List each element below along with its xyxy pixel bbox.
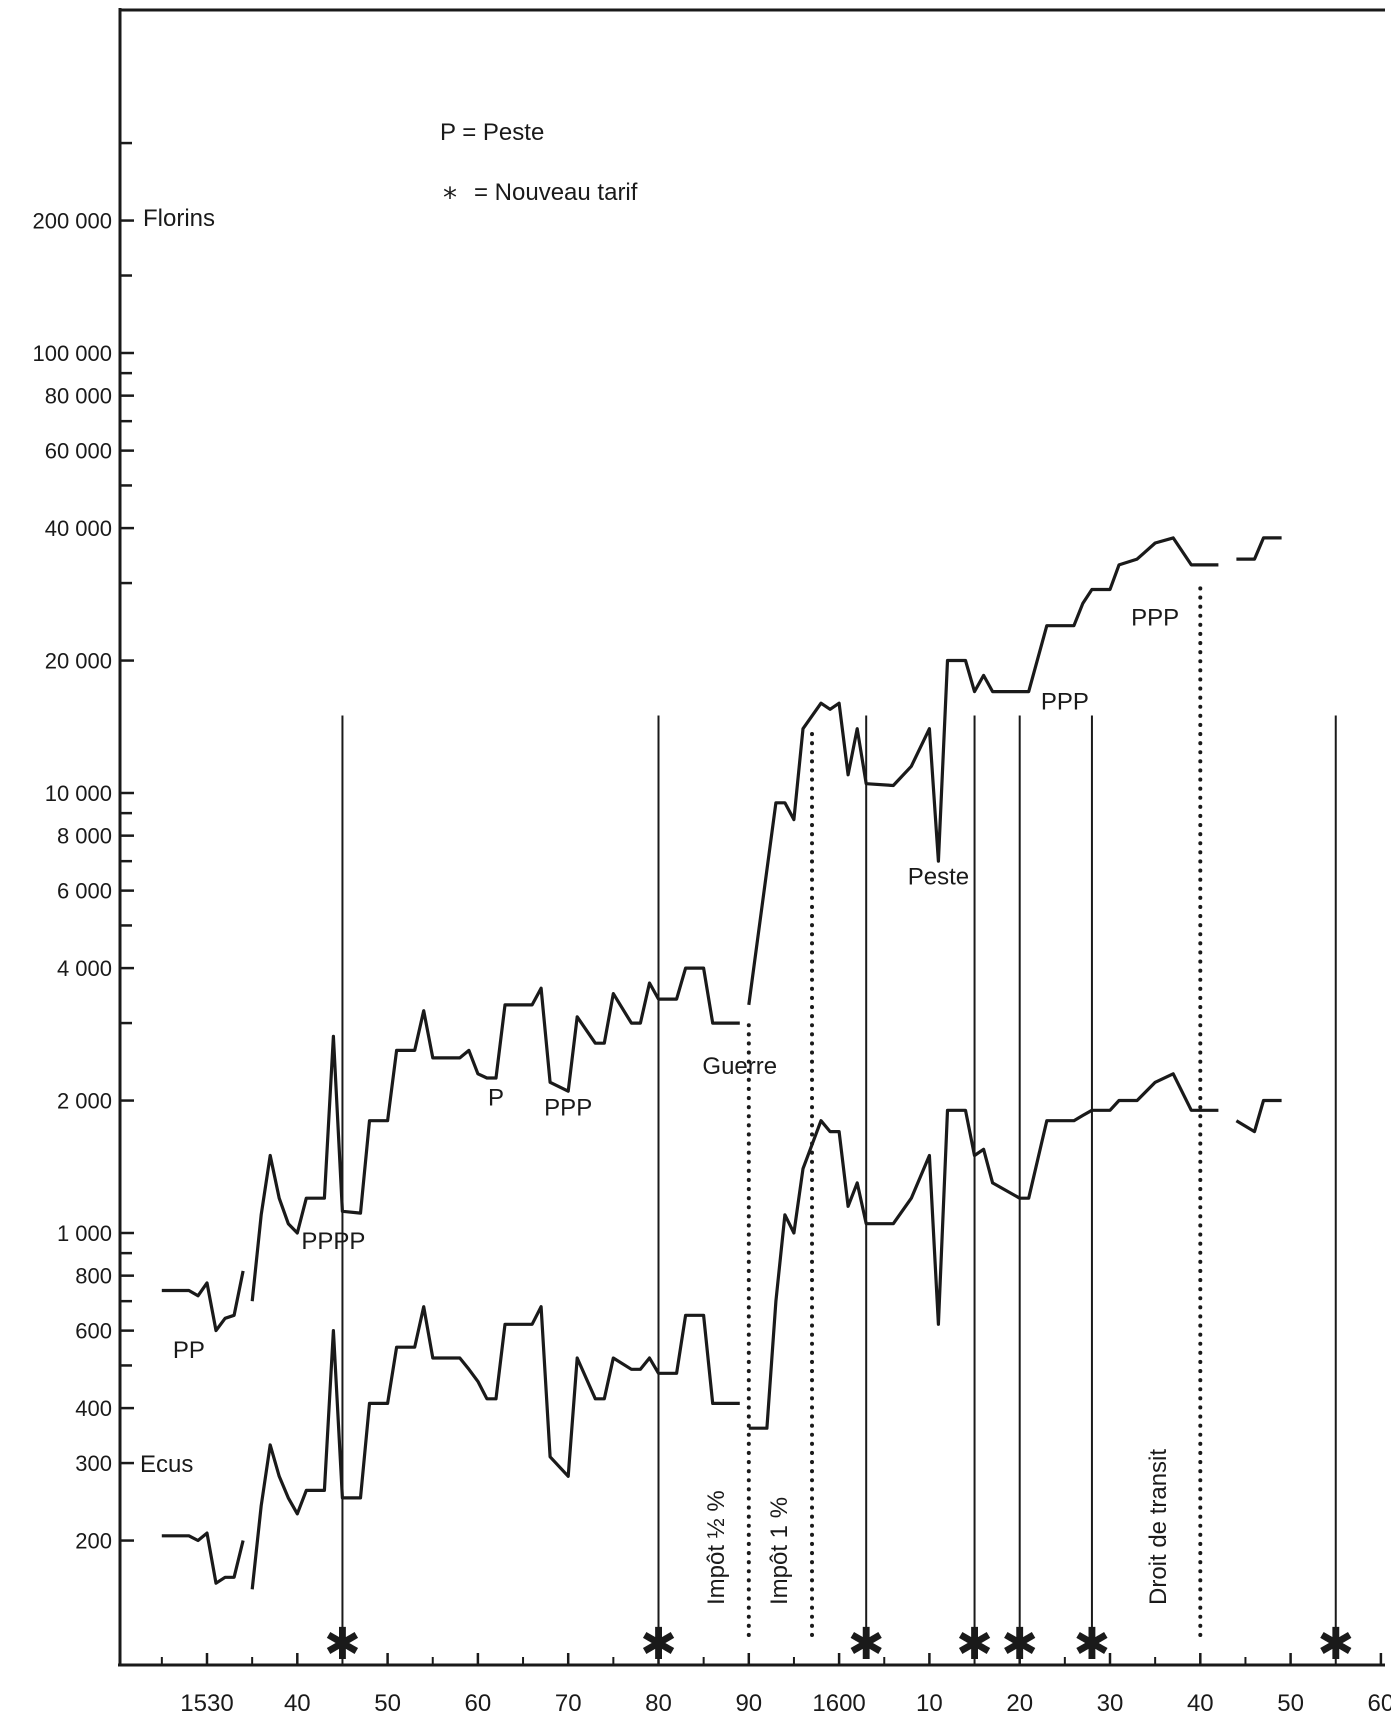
annotation-label: Peste	[908, 863, 969, 890]
series-group	[161, 536, 1282, 1590]
y-tick-label: 4 000	[57, 956, 112, 981]
tariff-star-icon: ✱	[848, 1619, 885, 1670]
series-line-ecus	[161, 1531, 245, 1585]
x-tick-label: 60	[465, 1690, 492, 1717]
x-tick-label: 90	[735, 1690, 762, 1717]
x-tick-label: 50	[374, 1690, 401, 1717]
x-tick-label: 40	[1187, 1690, 1214, 1717]
series-line-ecus	[250, 1305, 740, 1590]
tariff-star-icon: ✱	[1317, 1619, 1354, 1670]
x-tick-label: 70	[555, 1690, 582, 1717]
x-tick-label: 40	[284, 1690, 311, 1717]
x-ticks: 1530 40 50 60 70 80 90 1600 10 20 30 40 50 60	[160, 1653, 1391, 1717]
series-line-florins	[1236, 536, 1282, 561]
y-tick-label: 60 000	[45, 439, 112, 464]
y-tick-label: 2 000	[57, 1089, 112, 1114]
vertical-annotation: Droit de transit	[1145, 1449, 1172, 1605]
tariff-star-icon: ✱	[1001, 1619, 1038, 1670]
y-tick-label: 20 000	[45, 649, 112, 674]
x-tick-label: 20	[1006, 1690, 1033, 1717]
x-tick-label: 1600	[812, 1690, 865, 1717]
vertical-annotation: Impôt 1 %	[766, 1497, 793, 1605]
x-tick-label: 60	[1368, 1690, 1391, 1717]
y-tick-label: 200 000	[32, 209, 112, 234]
y-tick-label: 1 000	[57, 1221, 112, 1246]
y-tick-label: 800	[75, 1264, 112, 1289]
x-tick-label: 1530	[180, 1690, 233, 1717]
tariff-star-icon: ✱	[324, 1619, 361, 1670]
legend-star-icon: *	[443, 181, 457, 214]
annotation-label: PP	[173, 1337, 205, 1364]
tariff-star-icon: ✱	[956, 1619, 993, 1670]
vertical-annotation: Impôt ½ %	[703, 1490, 730, 1605]
y-tick-label: 300	[75, 1451, 112, 1476]
y-tick-label: 10 000	[45, 781, 112, 806]
y-tick-label: 6 000	[57, 879, 112, 904]
series-line-ecus	[748, 1072, 1219, 1430]
x-tick-label: 30	[1097, 1690, 1124, 1717]
x-tick-label: 80	[645, 1690, 672, 1717]
legend: P = Peste * = Nouveau tarif	[440, 119, 638, 214]
unit-label-florins: Florins	[143, 205, 215, 232]
annotation-label: PPPP	[301, 1228, 365, 1255]
tariff-star-icon: ✱	[1074, 1619, 1111, 1670]
x-tick-label: 50	[1277, 1690, 1304, 1717]
legend-peste: P = Peste	[440, 119, 544, 146]
series-line-ecus	[1235, 1098, 1282, 1134]
annotation-label: Guerre	[702, 1053, 777, 1080]
legend-tarif: = Nouveau tarif	[474, 179, 638, 206]
unit-label-ecus: Ecus	[140, 1451, 193, 1478]
y-tick-label: 8 000	[57, 824, 112, 849]
y-ticks: 200 000 100 000 80 000 60 000 40 000 20 000 10…	[32, 141, 134, 1554]
y-tick-label: 80 000	[45, 384, 112, 409]
annotation-label: PPP	[1131, 605, 1179, 632]
y-tick-label: 400	[75, 1396, 112, 1421]
y-tick-label: 40 000	[45, 516, 112, 541]
series-line-florins	[161, 1270, 245, 1333]
tariff-star-icon: ✱	[640, 1619, 677, 1670]
annotation-label: PPP	[544, 1094, 592, 1121]
annotation-label: PPP	[1041, 688, 1089, 715]
annotation-label: P	[488, 1084, 504, 1111]
series-line-florins	[747, 536, 1219, 1006]
y-tick-label: 600	[75, 1319, 112, 1344]
series-line-florins	[250, 966, 740, 1302]
y-tick-label: 100 000	[32, 341, 112, 366]
y-tick-label: 200	[75, 1529, 112, 1554]
x-tick-label: 10	[916, 1690, 943, 1717]
event-markers: ✱ ✱ ✱ ✱ ✱ ✱ ✱	[324, 581, 1354, 1670]
